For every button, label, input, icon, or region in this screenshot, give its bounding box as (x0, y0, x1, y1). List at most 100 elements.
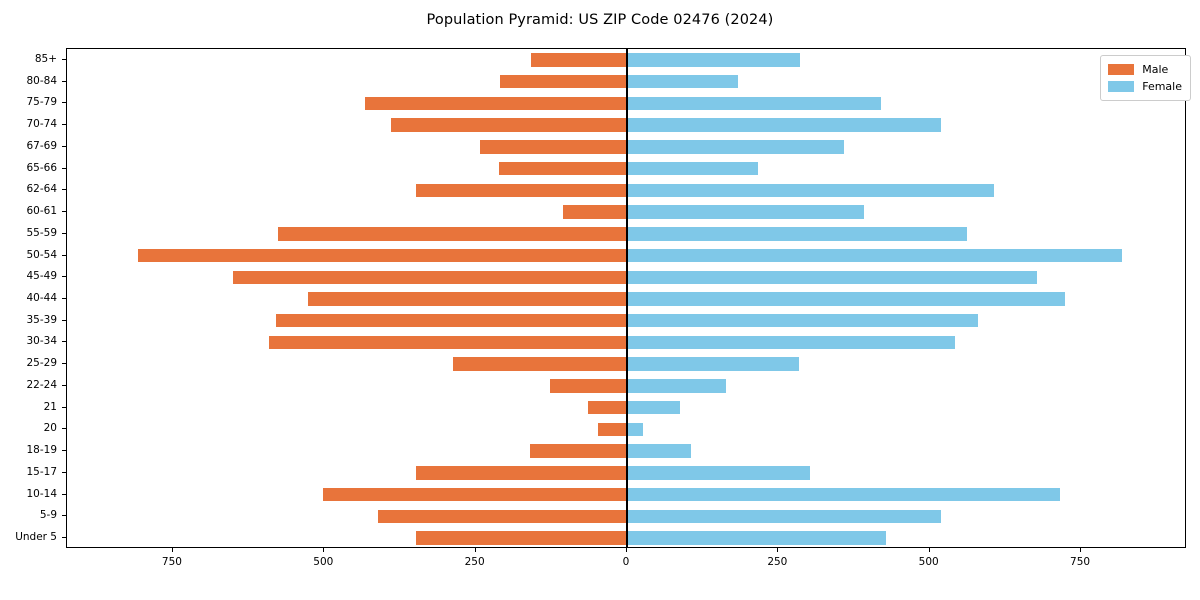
bar-male (415, 466, 627, 480)
bar-row (67, 227, 1185, 241)
bar-row (67, 444, 1185, 458)
y-tick-label: 30-34 (26, 335, 57, 348)
y-tick-mark (62, 493, 66, 495)
y-tick-mark (62, 537, 66, 539)
y-tick-label: 67-69 (26, 139, 57, 152)
bars-layer (67, 49, 1185, 547)
y-tick-mark (62, 211, 66, 213)
legend-swatch-female (1108, 81, 1135, 92)
y-tick-label: 55-59 (26, 226, 57, 239)
y-tick-label: 21 (43, 400, 57, 413)
bar-female (627, 466, 810, 480)
bar-male (268, 335, 627, 350)
bar-male (415, 183, 627, 198)
y-tick-label: 5-9 (39, 509, 57, 522)
bar-male (529, 444, 627, 458)
y-tick-label: 20 (43, 422, 57, 435)
plot-area (66, 48, 1186, 548)
bar-row (67, 292, 1185, 306)
y-tick-mark (62, 58, 66, 60)
legend-label: Female (1142, 80, 1182, 93)
y-tick-mark (62, 102, 66, 104)
y-tick-mark (62, 406, 66, 408)
bar-female (627, 205, 865, 219)
y-axis: 85+ 80-84 75-79 70-74 67-69 65-66 62-64 60-61 55… (0, 48, 66, 548)
bar-row (67, 509, 1185, 524)
y-tick-label: 75-79 (26, 96, 57, 109)
legend-item[interactable]: Male (1108, 61, 1182, 78)
y-tick-label: 40-44 (26, 292, 57, 304)
y-tick-mark (62, 450, 66, 452)
y-tick-label: 70-74 (26, 118, 57, 131)
y-tick-label: 85+ (34, 52, 57, 65)
bar-female (627, 161, 758, 176)
bar-female (627, 74, 739, 89)
y-tick-label: 10-14 (26, 487, 57, 500)
bar-male (530, 53, 627, 67)
y-tick-mark (62, 254, 66, 256)
bar-female (627, 53, 800, 67)
x-tick-mark (323, 548, 325, 552)
y-tick-label: 25-29 (26, 357, 57, 370)
bar-male (563, 205, 627, 219)
y-tick-label: 35-39 (26, 313, 57, 326)
x-tick-mark (1080, 548, 1082, 552)
legend-item[interactable]: Female (1108, 78, 1182, 95)
bar-row (67, 118, 1185, 132)
y-tick-mark (62, 145, 66, 147)
y-tick-mark (62, 515, 66, 517)
bar-male (232, 270, 627, 284)
x-tick-label: 500 (313, 556, 334, 568)
bar-male (587, 400, 627, 415)
y-tick-label: 18-19 (26, 444, 57, 457)
bar-row (67, 183, 1185, 198)
y-tick-label: 22-24 (26, 378, 57, 391)
bar-female (627, 314, 979, 328)
x-tick-mark (928, 548, 930, 552)
bar-row (67, 314, 1185, 328)
bar-female (627, 292, 1066, 306)
y-tick-label: 80-84 (26, 74, 57, 87)
bar-row (67, 422, 1185, 437)
bar-row (67, 248, 1185, 263)
bar-female (627, 531, 886, 545)
bar-female (627, 444, 691, 458)
y-tick-label: 60-61 (26, 205, 57, 218)
bar-male (597, 422, 627, 437)
bar-male (390, 118, 627, 132)
bar-row (67, 53, 1185, 67)
bar-row (67, 74, 1185, 89)
y-tick-mark (62, 384, 66, 386)
bar-female (627, 183, 994, 198)
bar-row (67, 357, 1185, 371)
bar-row (67, 466, 1185, 480)
bar-female (627, 357, 799, 371)
bar-male (275, 314, 627, 328)
bar-male (499, 74, 627, 89)
chart-title: Population Pyramid: US ZIP Code 02476 (2… (426, 12, 774, 28)
y-tick-label: 15-17 (26, 465, 57, 478)
bar-female (627, 270, 1038, 284)
y-tick-mark (62, 276, 66, 278)
bar-female (627, 422, 644, 437)
bar-row (67, 205, 1185, 219)
bar-male (364, 96, 627, 111)
bar-male (498, 161, 627, 176)
bar-row (67, 487, 1185, 502)
bar-male (137, 248, 627, 263)
y-tick-label: Under 5 (15, 531, 57, 544)
bar-female (627, 379, 727, 393)
bar-row (67, 335, 1185, 350)
y-tick-mark (62, 298, 66, 299)
x-tick-mark (171, 548, 173, 552)
y-tick-mark (62, 167, 66, 169)
x-tick-mark (777, 548, 779, 552)
x-tick-label: 750 (161, 556, 182, 568)
bar-male (549, 379, 627, 393)
bar-female (627, 227, 967, 241)
x-axis: 750 500 250 0 250 500 750 (66, 548, 1186, 588)
bar-row (67, 400, 1185, 415)
y-tick-mark (62, 232, 66, 234)
bar-male (277, 227, 627, 241)
